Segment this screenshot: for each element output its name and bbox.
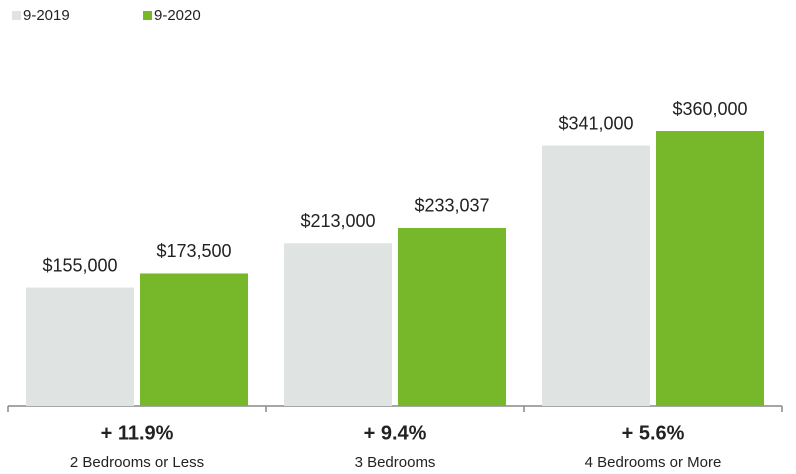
value-label: $360,000	[672, 99, 747, 119]
change-annotation: + 9.4%	[364, 422, 427, 444]
bar	[26, 287, 134, 406]
category-label: 3 Bedrooms	[355, 454, 436, 471]
legend-label: 9-2020	[154, 7, 201, 24]
bar	[542, 145, 650, 406]
value-label: $155,000	[42, 255, 117, 275]
value-label: $173,500	[156, 241, 231, 261]
legend-swatch	[143, 11, 152, 20]
category-label: 2 Bedrooms or Less	[70, 454, 204, 471]
category-label: 4 Bedrooms or More	[585, 454, 722, 471]
legend-label: 9-2019	[23, 7, 70, 24]
value-label: $341,000	[558, 113, 633, 133]
bar	[140, 273, 248, 406]
value-label: $233,037	[414, 196, 489, 216]
legend-swatch	[12, 11, 21, 20]
bar	[284, 243, 392, 406]
bar	[656, 131, 764, 406]
value-label: $213,000	[300, 211, 375, 231]
bar	[398, 227, 506, 406]
change-annotation: + 11.9%	[101, 422, 174, 444]
change-annotation: + 5.6%	[622, 422, 685, 444]
